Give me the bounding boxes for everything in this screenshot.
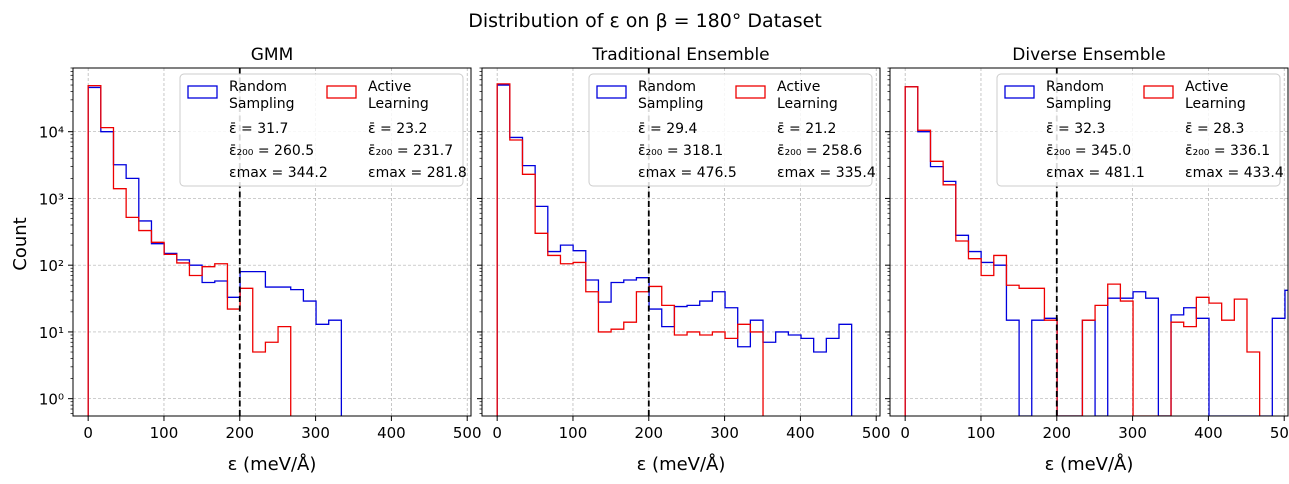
x-tick-label: 0 (83, 424, 93, 442)
legend-stat-mean-200: ε̄₂₀₀ = 318.1 (638, 143, 723, 159)
legend-swatch-random-sampling (1004, 85, 1035, 99)
panel-title: GMM (251, 45, 294, 65)
axes-frame (889, 67, 1289, 417)
legend-label-random-sampling: Random (638, 79, 696, 95)
plot-area (496, 83, 853, 416)
panel-2: 0 100 200 300 400 500 Traditional Ensemble ε (m… (477, 45, 891, 475)
legend-stat-max: εmax = 481.1 (1046, 165, 1145, 181)
active-learning-histogram (87, 84, 292, 416)
legend-stat-mean-200: ε̄₂₀₀ = 231.7 (368, 143, 453, 159)
plot-area (87, 84, 343, 416)
y-tick-label: 10¹ (39, 324, 64, 342)
legend-frame (179, 73, 464, 187)
x-tick-label: 100 (559, 424, 588, 442)
x-tick-label: 200 (225, 424, 254, 442)
legend-swatch-active-learning (1143, 85, 1174, 99)
legend-stat-mean-200: ε̄₂₀₀ = 260.5 (229, 143, 314, 159)
x-axis-label: ε (meV/Å) (228, 453, 317, 475)
panel-title: Diverse Ensemble (1012, 45, 1165, 65)
y-tick-label: 10² (39, 257, 64, 275)
legend-stat-mean: ε̄ = 29.4 (638, 121, 697, 137)
y-tick-label: 10⁰ (39, 391, 64, 409)
active-learning-histogram (496, 83, 764, 416)
panel-1: 0 100 200 300 400 500 10⁰ 10¹ 10² 10³ 10⁴ GMM ε (meV… (39, 45, 482, 475)
legend-stat-max: εmax = 344.2 (229, 165, 328, 181)
legend-stat-mean-200: ε̄₂₀₀ = 336.1 (1185, 143, 1270, 159)
legend-label-active-learning: Learning (1185, 96, 1246, 112)
legend-label-active-learning: Active (777, 79, 820, 95)
legend-label-random-sampling: Random (229, 79, 287, 95)
panels: 0 100 200 300 400 500 10⁰ 10¹ 10² 10³ 10⁴ GMM ε (meV… (39, 45, 1289, 475)
legend-stat-mean: ε̄ = 23.2 (368, 121, 427, 137)
x-tick-label: 300 (710, 424, 739, 442)
x-tick-label: 400 (786, 424, 815, 442)
x-tick-label: 500 (1270, 424, 1289, 442)
x-tick-label: 200 (634, 424, 663, 442)
figure-title: Distribution of ε on β = 180° Dataset (468, 10, 822, 32)
legend-swatch-random-sampling (187, 85, 218, 99)
legend-label-active-learning: Learning (777, 96, 838, 112)
x-axis-label: ε (meV/Å) (1045, 453, 1134, 475)
active-learning-histogram (904, 86, 1261, 416)
axes-frame (481, 67, 881, 417)
legend-swatch-active-learning (735, 85, 766, 99)
axes-frame (72, 67, 472, 417)
x-tick-label: 500 (453, 424, 482, 442)
legend-label-active-learning: Active (368, 79, 411, 95)
panel-title: Traditional Ensemble (591, 45, 769, 65)
legend-label-random-sampling: Sampling (229, 96, 295, 112)
legend-stat-mean: ε̄ = 31.7 (229, 121, 288, 137)
x-tick-label: 400 (377, 424, 406, 442)
legend-stat-max: εmax = 476.5 (638, 165, 737, 181)
x-tick-label: 400 (1194, 424, 1223, 442)
x-axis-label: ε (meV/Å) (637, 453, 726, 475)
legend-label-active-learning: Active (1185, 79, 1228, 95)
legend-label-random-sampling: Sampling (638, 96, 704, 112)
legend-label-random-sampling: Sampling (1046, 96, 1112, 112)
y-tick-label: 10⁴ (39, 124, 64, 142)
legend-swatch-active-learning (326, 85, 357, 99)
x-tick-label: 100 (150, 424, 179, 442)
legend-label-active-learning: Learning (368, 96, 429, 112)
panel-3: 0 100 200 300 400 500 Diverse Ensemble ε (meV/Å… (885, 45, 1289, 475)
random-sampling-histogram (904, 86, 1288, 416)
y-axis-label: Count (10, 217, 31, 270)
legend-swatch-random-sampling (596, 85, 627, 99)
x-tick-label: 100 (967, 424, 996, 442)
random-sampling-histogram (87, 86, 343, 416)
legend-frame (996, 73, 1281, 187)
legend-stat-mean: ε̄ = 21.2 (777, 121, 836, 137)
legend-stat-mean-200: ε̄₂₀₀ = 258.6 (777, 143, 862, 159)
y-tick-label: 10³ (39, 190, 64, 208)
x-tick-label: 300 (1118, 424, 1147, 442)
plot-area (904, 86, 1288, 416)
legend-stat-mean-200: ε̄₂₀₀ = 345.0 (1046, 143, 1131, 159)
legend-stat-mean: ε̄ = 32.3 (1046, 121, 1105, 137)
legend-stat-max: εmax = 433.4 (1185, 165, 1284, 181)
legend-label-random-sampling: Random (1046, 79, 1104, 95)
legend-stat-max: εmax = 335.4 (777, 165, 876, 181)
x-tick-label: 0 (900, 424, 910, 442)
x-tick-label: 500 (862, 424, 891, 442)
x-tick-label: 300 (301, 424, 330, 442)
legend-stat-max: εmax = 281.8 (368, 165, 467, 181)
legend-frame (588, 73, 873, 187)
legend-stat-mean: ε̄ = 28.3 (1185, 121, 1244, 137)
x-tick-label: 200 (1042, 424, 1071, 442)
x-tick-label: 0 (492, 424, 502, 442)
